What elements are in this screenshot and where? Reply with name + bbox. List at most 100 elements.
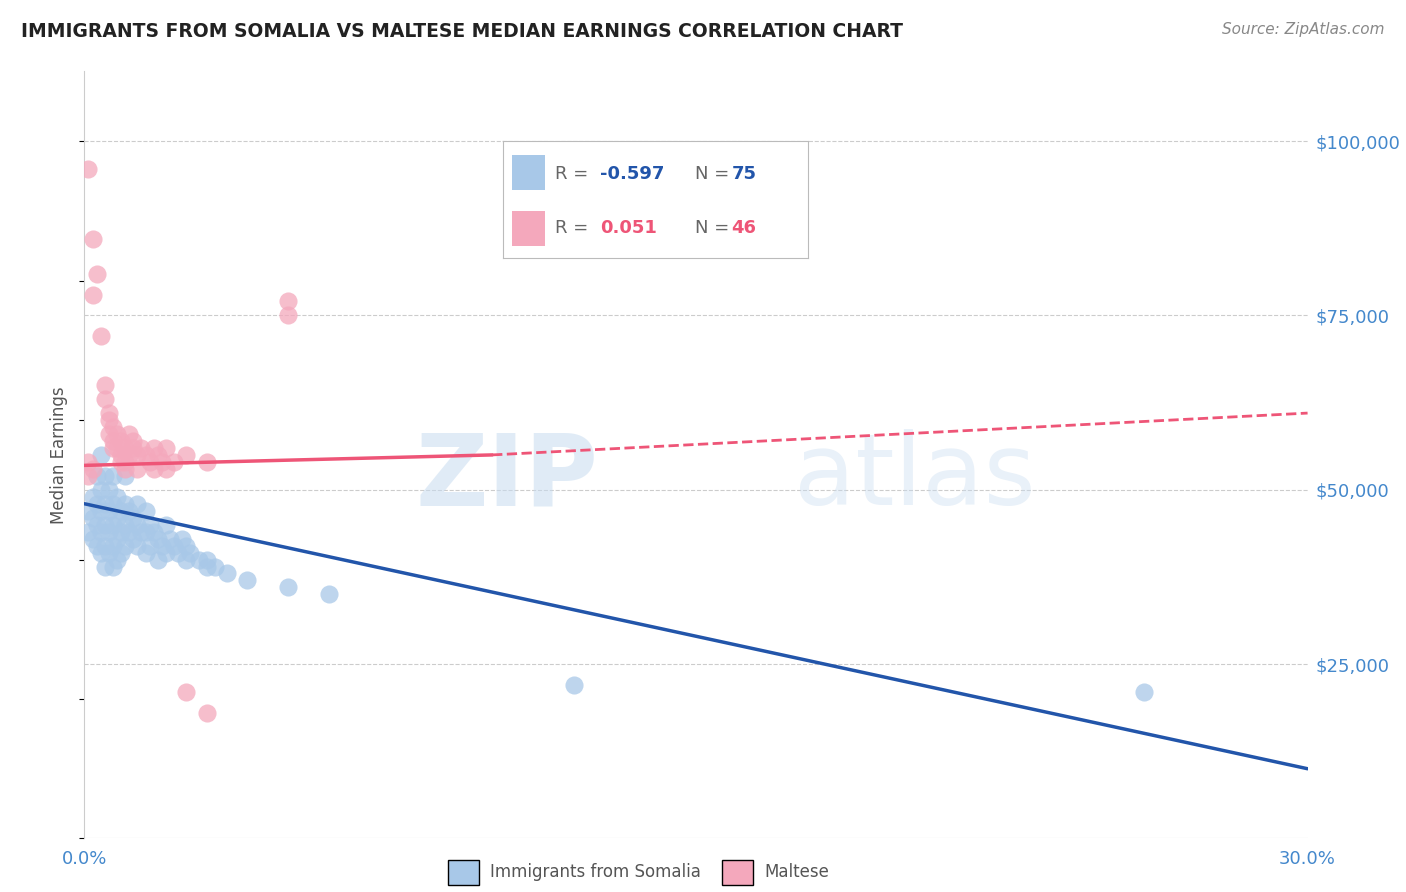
Point: [195, 559, 218, 574]
Point: [77, 161, 100, 176]
Point: [127, 497, 149, 511]
Point: [127, 462, 149, 476]
Point: [114, 539, 136, 553]
Bar: [512, 155, 546, 190]
Point: [90, 504, 112, 518]
Point: [172, 532, 194, 546]
Point: [127, 448, 149, 462]
Point: [77, 504, 100, 518]
Text: 75: 75: [731, 165, 756, 183]
Point: [86, 497, 108, 511]
Point: [142, 462, 165, 476]
Point: [93, 559, 115, 574]
Point: [82, 287, 104, 301]
Point: [142, 441, 165, 455]
Text: atlas: atlas: [794, 429, 1035, 526]
Point: [82, 490, 104, 504]
Point: [90, 483, 112, 497]
Point: [118, 427, 141, 442]
Point: [195, 455, 218, 469]
Point: [82, 232, 104, 246]
Point: [101, 559, 124, 574]
Point: [110, 504, 132, 518]
Point: [105, 427, 128, 442]
Point: [90, 448, 112, 462]
Text: R =: R =: [554, 219, 593, 236]
Text: ZIP: ZIP: [415, 429, 598, 526]
Point: [155, 462, 177, 476]
Point: [195, 552, 218, 566]
Point: [204, 559, 226, 574]
Point: [93, 392, 115, 406]
Point: [138, 539, 160, 553]
Point: [135, 524, 157, 539]
Point: [77, 468, 100, 483]
Point: [82, 532, 104, 546]
Point: [118, 524, 141, 539]
Point: [187, 552, 209, 566]
Text: Immigrants from Somalia: Immigrants from Somalia: [491, 863, 702, 881]
Point: [118, 504, 141, 518]
Point: [131, 524, 153, 539]
Point: [105, 552, 128, 566]
Text: Maltese: Maltese: [765, 863, 830, 881]
Point: [93, 517, 115, 532]
Point: [138, 517, 160, 532]
Point: [86, 468, 108, 483]
Point: [135, 448, 157, 462]
Point: [318, 587, 340, 601]
Point: [97, 427, 120, 442]
Point: [127, 539, 149, 553]
Point: [174, 539, 197, 553]
Point: [82, 510, 104, 524]
Point: [174, 685, 197, 699]
Bar: [512, 211, 546, 246]
Point: [138, 455, 160, 469]
Point: [105, 510, 128, 524]
Point: [93, 378, 115, 392]
Point: [101, 497, 124, 511]
Point: [90, 524, 112, 539]
Point: [86, 267, 108, 281]
Point: [195, 706, 218, 720]
Point: [163, 539, 186, 553]
Point: [101, 517, 124, 532]
Point: [150, 455, 173, 469]
Point: [97, 504, 120, 518]
Point: [174, 448, 197, 462]
Point: [77, 524, 100, 539]
Text: R =: R =: [554, 165, 593, 183]
Point: [101, 539, 124, 553]
Point: [90, 329, 112, 343]
Point: [101, 420, 124, 434]
Point: [146, 448, 169, 462]
Point: [86, 517, 108, 532]
Point: [93, 468, 115, 483]
Point: [118, 448, 141, 462]
Point: [110, 448, 132, 462]
Point: [105, 441, 128, 455]
Point: [97, 406, 120, 420]
Text: N =: N =: [695, 165, 735, 183]
Point: [1133, 685, 1156, 699]
Point: [159, 532, 181, 546]
Text: N =: N =: [695, 219, 735, 236]
Point: [90, 545, 112, 559]
Text: -0.597: -0.597: [600, 165, 665, 183]
Point: [82, 462, 104, 476]
Point: [135, 504, 157, 518]
Point: [150, 539, 173, 553]
Point: [142, 524, 165, 539]
Text: IMMIGRANTS FROM SOMALIA VS MALTESE MEDIAN EARNINGS CORRELATION CHART: IMMIGRANTS FROM SOMALIA VS MALTESE MEDIA…: [21, 22, 903, 41]
Point: [97, 483, 120, 497]
Point: [110, 455, 132, 469]
Point: [114, 441, 136, 455]
Point: [114, 517, 136, 532]
Text: 0.051: 0.051: [600, 219, 657, 236]
Point: [122, 510, 145, 524]
Point: [135, 545, 157, 559]
Point: [105, 490, 128, 504]
Point: [127, 517, 149, 532]
Point: [93, 497, 115, 511]
Point: [146, 532, 169, 546]
